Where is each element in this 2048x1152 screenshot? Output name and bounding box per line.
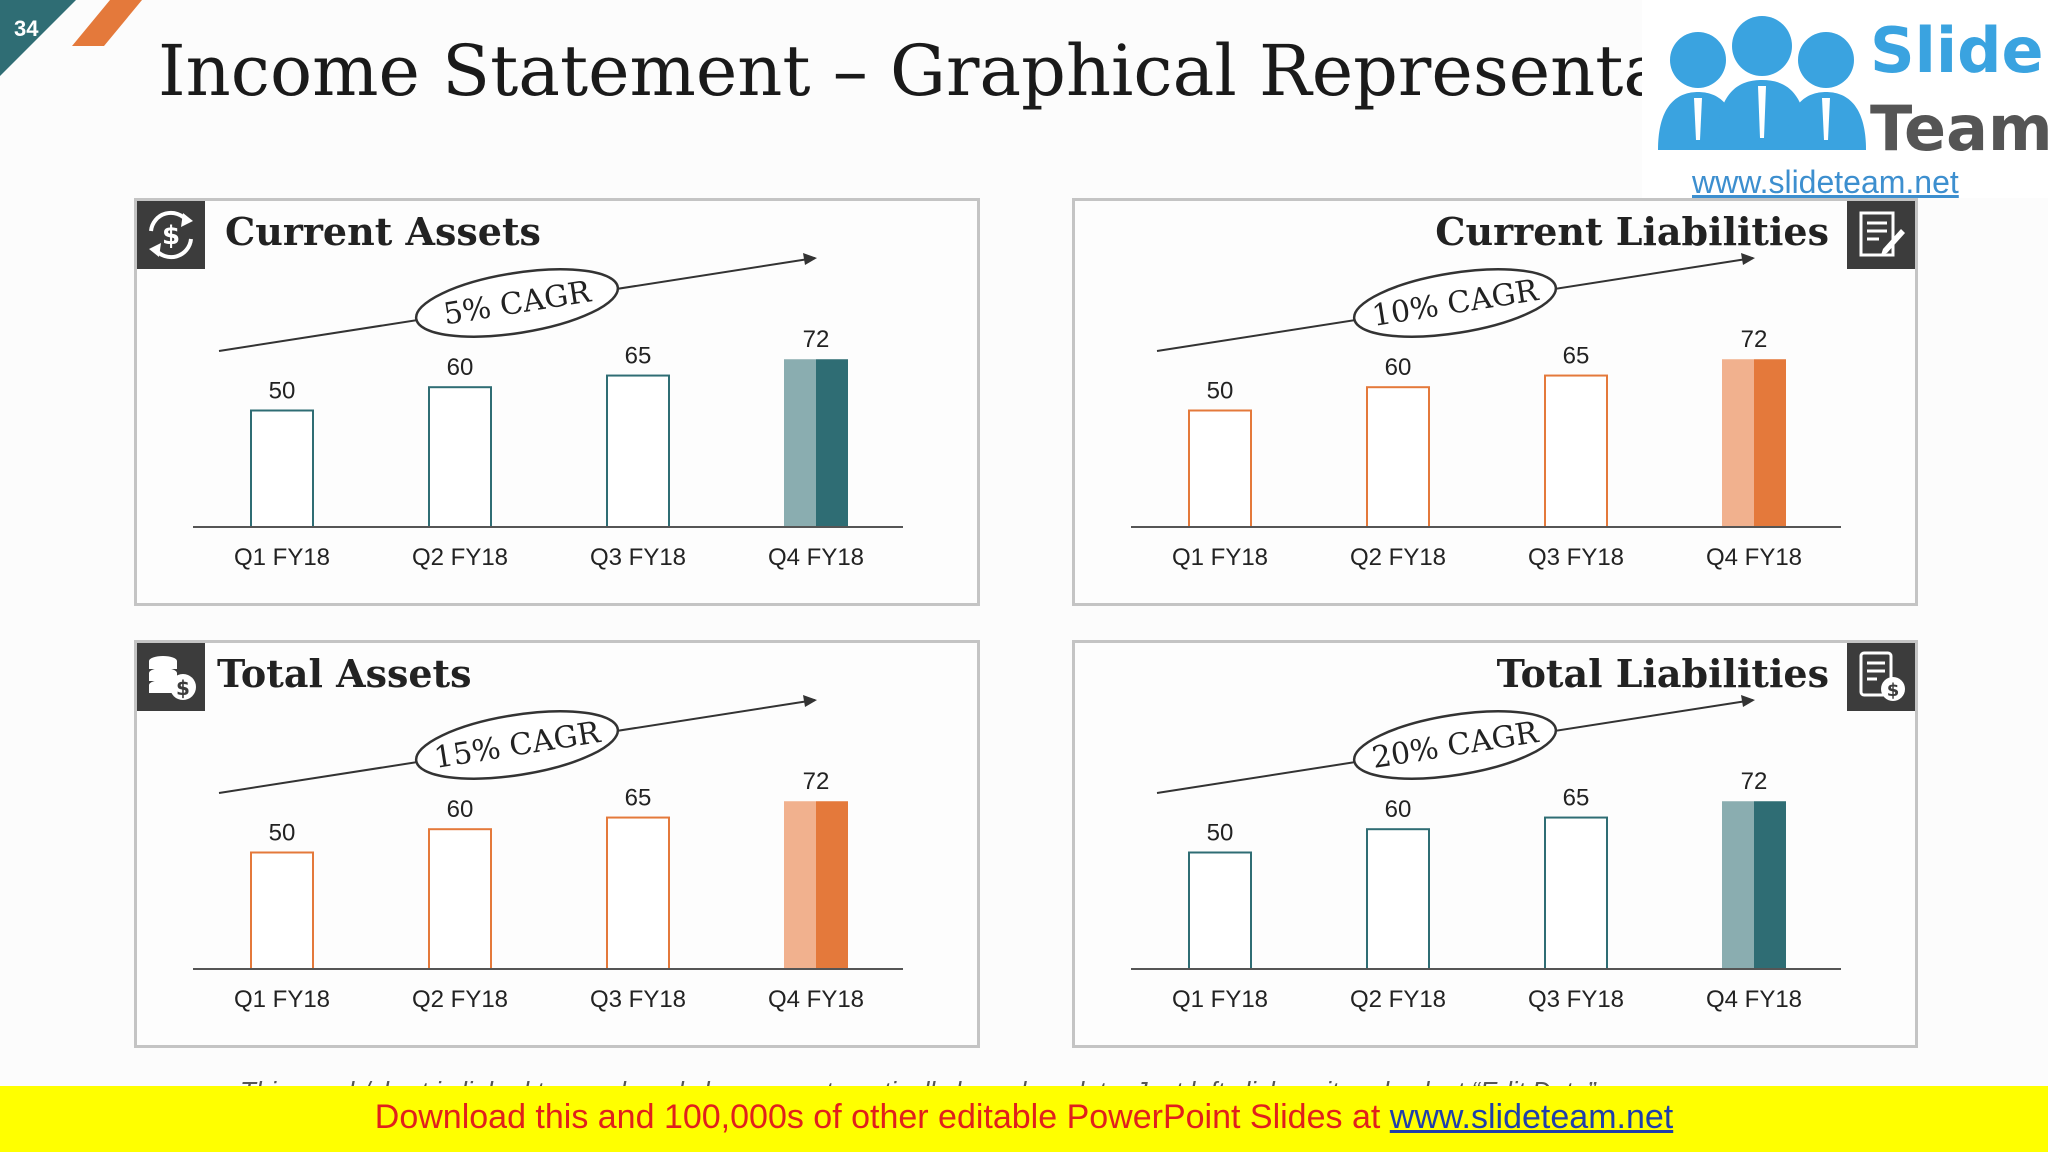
bar-value-label: 50 [269,820,296,847]
slideteam-logo[interactable]: Slide Team www.slideteam.net [1642,0,2048,200]
bill-dollar-icon: $ [1847,643,1915,711]
cagr-ellipse [414,268,620,338]
cagr-arrowhead [1741,253,1755,265]
bar-value-label: 60 [1385,354,1412,381]
bar-value-label: 72 [803,326,830,353]
x-tick-label: Q3 FY18 [1528,544,1624,571]
cagr-ellipse [414,710,620,780]
logo-url-link[interactable]: www.slideteam.net [1692,164,1959,200]
bar-q4-highlight-left [1722,801,1754,969]
money-cycle-icon: $ [137,201,205,269]
bar-value-label: 65 [625,785,652,812]
banner-message: Download this and 100,000s of other edit… [374,1098,1390,1136]
bar [250,851,314,970]
bar [606,816,670,970]
panel-title: Current Liabilities [1435,209,1829,254]
bar [428,828,492,970]
bar-q4-highlight-right [816,801,848,969]
bar-value-label: 50 [1207,378,1234,405]
cagr-ellipse [1352,710,1558,780]
bar [1188,851,1252,970]
cagr-arrowhead [803,695,817,707]
x-tick-label: Q4 FY18 [1706,544,1802,571]
document-edit-icon [1847,201,1915,269]
panel-title: Total Assets [217,651,472,696]
bar [428,386,492,528]
x-tick-label: Q2 FY18 [1350,986,1446,1013]
cagr-ellipse [1352,268,1558,338]
slide-title: Income Statement – Graphical Representat… [158,30,1803,112]
logo-word-team: Team [1870,92,2048,165]
bar-value-label: 72 [1741,768,1768,795]
svg-text:$: $ [176,676,190,700]
x-tick-label: Q3 FY18 [1528,986,1624,1013]
people-logo-icon [1658,16,1866,150]
x-tick-label: Q4 FY18 [1706,986,1802,1013]
bar-q4-highlight-right [1754,801,1786,969]
slide-number-corner [0,0,76,76]
x-tick-label: Q4 FY18 [768,544,864,571]
x-tick-label: Q3 FY18 [590,544,686,571]
coins-stack-icon: $ [137,643,205,711]
bar [250,409,314,528]
svg-text:$: $ [1887,680,1900,701]
bar-q4-highlight-right [1754,359,1786,527]
banner-text: Download this and 100,000s of other edit… [0,1098,2048,1137]
panel-title: Current Assets [225,209,541,254]
logo-word-slide: Slide [1870,14,2044,87]
bar-value-label: 72 [1741,326,1768,353]
bar-value-label: 65 [625,343,652,370]
panel-total-liabilities: $ Total Liabilities 20% CAGR 50 Q1 FY18 60 Q… [1072,640,1918,1048]
bar-value-label: 60 [1385,796,1412,823]
x-tick-label: Q1 FY18 [234,544,330,571]
x-tick-label: Q2 FY18 [412,544,508,571]
x-tick-label: Q1 FY18 [1172,544,1268,571]
bar-value-label: 65 [1563,343,1590,370]
bar-value-label: 50 [1207,820,1234,847]
svg-text:$: $ [162,221,180,251]
bar [1544,374,1608,528]
download-banner: Download this and 100,000s of other edit… [0,1086,2048,1152]
bar-q4-highlight-right [816,359,848,527]
panel-total-assets: $ Total Assets 15% CAGR 50 Q1 FY18 60 Q2 FY1… [134,640,980,1048]
bar-value-label: 72 [803,768,830,795]
x-tick-label: Q3 FY18 [590,986,686,1013]
bar-value-label: 60 [447,796,474,823]
bar [606,374,670,528]
bar-value-label: 50 [269,378,296,405]
x-tick-label: Q2 FY18 [1350,544,1446,571]
panel-title: Total Liabilities [1496,651,1829,696]
bar-q4-highlight-left [1722,359,1754,527]
panel-current-liabilities: Current Liabilities 10% CAGR 50 Q1 FY18 60 Q… [1072,198,1918,606]
slide-number: 34 [14,16,39,41]
bar-q4-highlight-left [784,359,816,527]
bar-q4-highlight-left [784,801,816,969]
bar [1366,386,1430,528]
corner-accent-stripe [72,0,142,46]
bar [1366,828,1430,970]
x-tick-label: Q4 FY18 [768,986,864,1013]
bar-value-label: 65 [1563,785,1590,812]
x-tick-label: Q2 FY18 [412,986,508,1013]
x-tick-label: Q1 FY18 [1172,986,1268,1013]
bar [1544,816,1608,970]
cagr-arrowhead [1741,695,1755,707]
bar-value-label: 60 [447,354,474,381]
banner-link[interactable]: www.slideteam.net [1389,1098,1674,1136]
panel-current-assets: $ Current Assets 5% CAGR 50 Q1 FY18 60 Q2 FY… [134,198,980,606]
bar [1188,409,1252,528]
cagr-arrowhead [803,253,817,265]
x-tick-label: Q1 FY18 [234,986,330,1013]
